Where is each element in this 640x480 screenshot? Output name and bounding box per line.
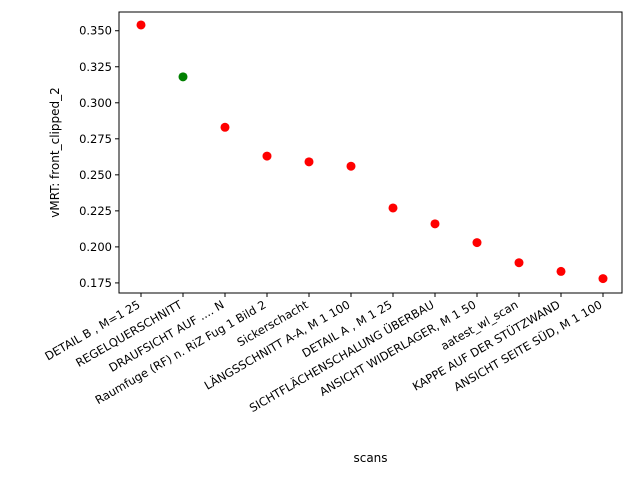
x-axis-ticks: DETAIL B , M=1 25REGELQUERSCHNITTDRAUFSI… bbox=[42, 293, 605, 415]
y-tick-label: 0.275 bbox=[79, 132, 112, 146]
x-axis-label: scans bbox=[353, 451, 387, 465]
y-axis-label: vMRT: front_clipped_2 bbox=[48, 87, 62, 217]
scatter-point bbox=[304, 157, 314, 167]
plot-frame bbox=[118, 11, 623, 294]
scatter-point bbox=[136, 20, 146, 30]
scatter-point bbox=[514, 258, 524, 268]
y-axis-ticks: 0.175 0.200 0.225 0.250 0.275 0.300 0.325 0.350 bbox=[79, 24, 119, 290]
scatter-point bbox=[346, 161, 356, 171]
y-tick-label: 0.300 bbox=[79, 96, 112, 110]
scatter-point bbox=[178, 72, 188, 82]
scatter-point bbox=[472, 238, 482, 248]
scatter-point bbox=[598, 274, 608, 284]
y-tick-label: 0.175 bbox=[79, 276, 112, 290]
scatter-point bbox=[388, 203, 398, 213]
scatter-point bbox=[430, 219, 440, 229]
data-points bbox=[136, 20, 608, 284]
y-tick-label: 0.325 bbox=[79, 60, 112, 74]
scatter-point bbox=[262, 151, 272, 161]
scatter-point bbox=[556, 266, 566, 276]
y-tick-label: 0.200 bbox=[79, 240, 112, 254]
scatter-point bbox=[220, 122, 230, 132]
y-tick-label: 0.250 bbox=[79, 168, 112, 182]
y-tick-label: 0.350 bbox=[79, 24, 112, 38]
y-tick-label: 0.225 bbox=[79, 204, 112, 218]
